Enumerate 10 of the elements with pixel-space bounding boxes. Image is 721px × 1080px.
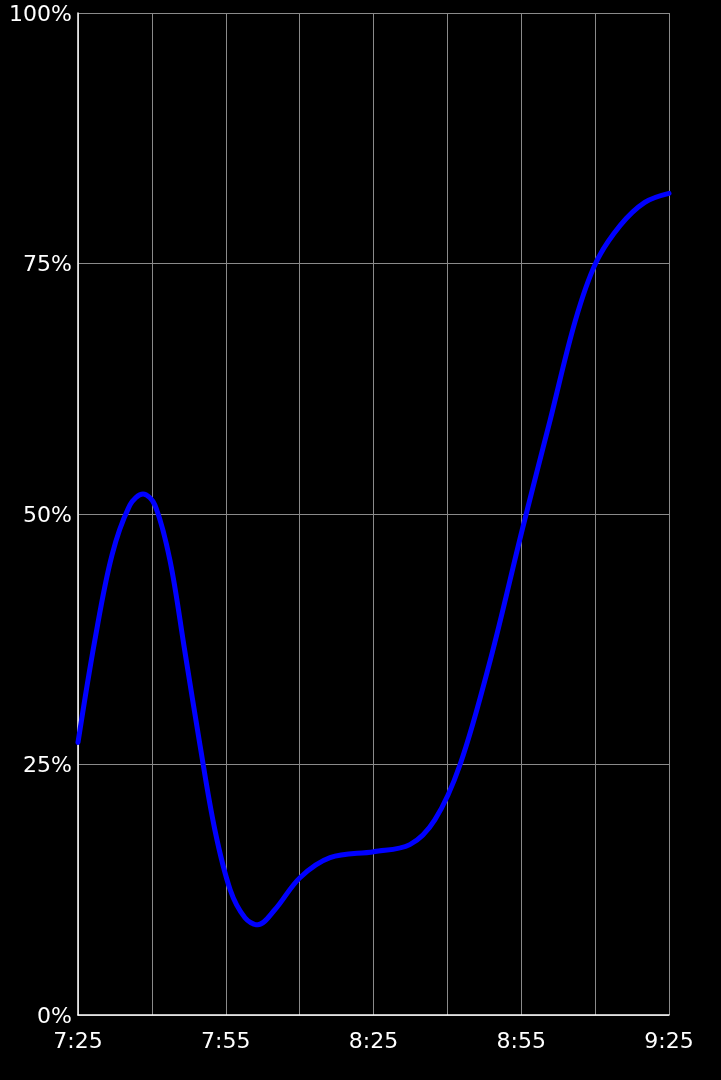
x-tick-label: 7:55 <box>201 1027 251 1053</box>
y-tick-label: 0% <box>37 1002 72 1028</box>
x-tick-label: 8:55 <box>496 1027 546 1053</box>
x-tick-label: 7:25 <box>53 1027 103 1053</box>
y-tick-label: 100% <box>9 0 72 26</box>
y-tick-label: 50% <box>23 501 72 527</box>
x-tick-label: 8:25 <box>348 1027 399 1053</box>
y-tick-label: 25% <box>23 752 72 777</box>
y-tick-label: 75% <box>23 251 72 276</box>
x-tick-label: 9:25 <box>644 1027 694 1053</box>
